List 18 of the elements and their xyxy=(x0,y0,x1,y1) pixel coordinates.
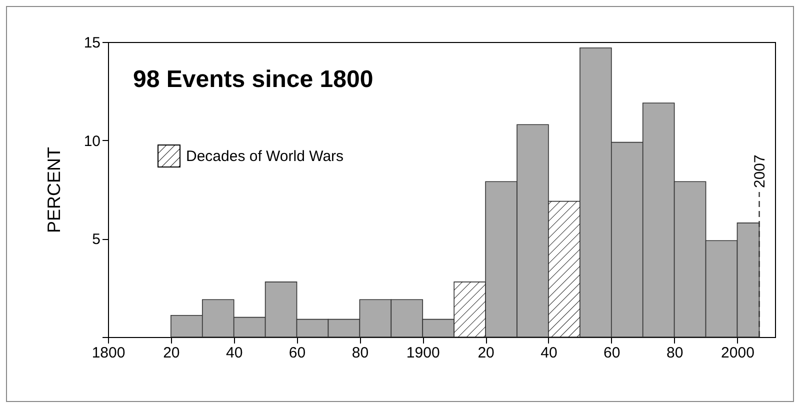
x-tick-label: 20 xyxy=(163,344,180,362)
x-tick-label: 80 xyxy=(666,344,684,362)
x-tick-label: 40 xyxy=(540,344,558,362)
text: 98 Events since 1800 xyxy=(133,66,374,93)
x-tick-label: 1800 xyxy=(92,344,126,362)
x-tick-label: 20 xyxy=(478,344,494,362)
ref-line-label: 2007 xyxy=(751,154,768,188)
x-tick-label: 60 xyxy=(604,344,620,362)
x-tick-label: 80 xyxy=(352,344,369,362)
y-tick-label: 15 xyxy=(84,34,100,52)
annotation: Decades of World Wars xyxy=(186,148,344,165)
x-tick-label: 1900 xyxy=(406,344,440,362)
y-tick-label: 10 xyxy=(84,132,100,150)
x-tick-label: 2000 xyxy=(721,344,754,362)
y-axis-title: PERCENT xyxy=(44,146,64,234)
x-tick-label: 60 xyxy=(288,344,306,362)
x-tick-label: 40 xyxy=(226,344,243,362)
y-tick-label: 5 xyxy=(92,231,100,248)
